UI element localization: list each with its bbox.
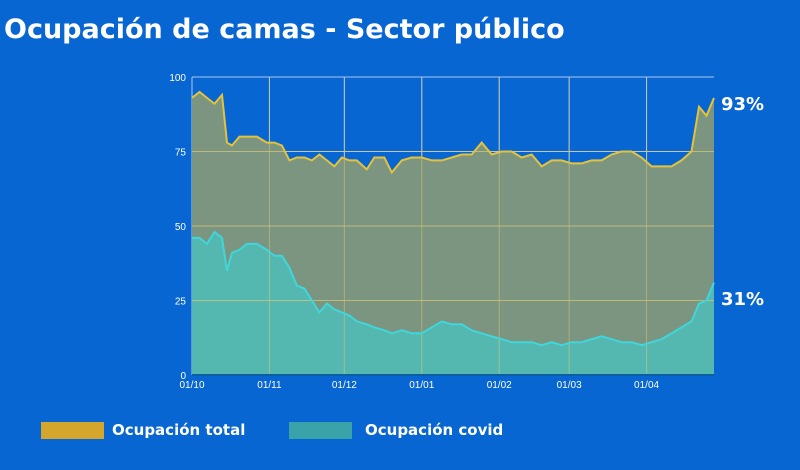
y-tick-label: 75 <box>175 148 187 159</box>
x-tick-label: 01/03 <box>557 380 582 391</box>
legend-swatch-total <box>41 421 104 439</box>
total-line <box>191 90 715 175</box>
total-end-label: 93% <box>721 94 765 115</box>
y-tick-label: 25 <box>175 297 187 308</box>
covid-end-label: 31% <box>721 289 765 310</box>
legend-label-total: Ocupación total <box>112 421 246 439</box>
covid-line <box>192 230 715 347</box>
legend-item-total: Ocupación total <box>41 420 245 440</box>
x-tick-label: 01/10 <box>179 380 204 391</box>
legend-swatch-covid <box>289 421 352 439</box>
y-tick-label: 50 <box>175 222 187 233</box>
x-tick-label: 01/01 <box>409 380 434 391</box>
x-tick-label: 01/02 <box>487 380 512 391</box>
x-tick-label: 01/11 <box>257 380 282 391</box>
x-tick-label: 01/04 <box>634 380 659 391</box>
chart-title: Ocupación de camas - Sector público <box>4 14 565 45</box>
y-tick-label: 100 <box>169 73 186 84</box>
legend-label-covid: Ocupación covid <box>365 421 504 439</box>
y-tick-label: 0 <box>180 371 186 382</box>
x-tick-label: 01/12 <box>332 380 357 391</box>
total-area <box>192 91 714 376</box>
legend-item-covid: Ocupación covid <box>289 420 503 440</box>
covid-area <box>192 232 714 375</box>
